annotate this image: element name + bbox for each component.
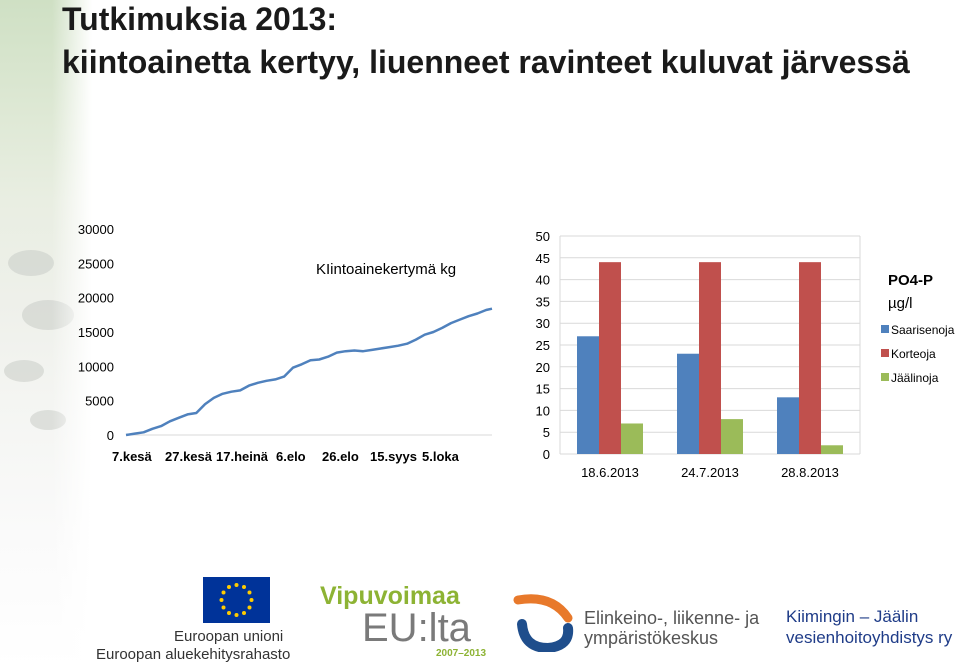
x-tick-label: 17.heinä bbox=[216, 449, 269, 464]
vipu-years: 2007–2013 bbox=[436, 648, 487, 659]
y-tick-label: 35 bbox=[536, 294, 550, 309]
x-tick-label: 15.syys bbox=[370, 449, 417, 464]
x-category-label: 18.6.2013 bbox=[581, 465, 639, 480]
legend-label: Korteoja bbox=[891, 347, 936, 361]
eu-star-icon bbox=[221, 590, 226, 595]
legend-swatch bbox=[881, 349, 889, 357]
y-tick-label: 5000 bbox=[85, 394, 114, 409]
y-tick-label: 40 bbox=[536, 273, 550, 288]
eu-flag bbox=[203, 577, 270, 623]
eu-star-icon bbox=[227, 610, 231, 615]
y-tick-label: 25 bbox=[536, 338, 550, 353]
bar-korteoja bbox=[799, 262, 821, 454]
bar-korteoja bbox=[599, 262, 621, 454]
river-photo bbox=[0, 0, 92, 667]
eu-text-line2: Euroopan aluekehitysrahasto bbox=[96, 646, 291, 663]
y-tick-label: 0 bbox=[543, 447, 550, 462]
bar-chart-unit: µg/l bbox=[888, 295, 913, 312]
eu-star-icon bbox=[221, 605, 226, 610]
sediment-accumulation-chart: 0 5000 10000 15000 20000 25000 30000 KIintoain… bbox=[78, 222, 493, 464]
bar-jäälinoja bbox=[621, 423, 643, 454]
eu-star-icon bbox=[247, 590, 252, 595]
y-tick-label: 20000 bbox=[78, 291, 114, 306]
accumulation-line bbox=[125, 307, 493, 437]
y-tick-label: 30 bbox=[536, 316, 550, 331]
po4-bar-chart: 0 5 10 15 20 25 30 35 40 45 50 18.6.2013 24.7.2013 2… bbox=[536, 229, 955, 480]
eu-star-icon bbox=[247, 605, 252, 610]
eu-star-icon bbox=[242, 585, 246, 590]
bar-chart-title: PO4-P bbox=[888, 272, 933, 289]
legend-swatch bbox=[881, 325, 889, 333]
y-tick-label: 20 bbox=[536, 360, 550, 375]
kiiminki-association-line1: Kiimingin – Jäälin bbox=[786, 607, 919, 626]
eu-star-icon bbox=[249, 598, 254, 602]
y-tick-label: 15 bbox=[536, 382, 550, 397]
kiiminki-association-line2: vesienhoitoyhdistys ry bbox=[786, 628, 953, 647]
x-tick-label: 26.elo bbox=[322, 449, 359, 464]
x-tick-label: 5.loka bbox=[422, 449, 460, 464]
legend-swatch bbox=[881, 373, 889, 381]
line-chart-title: KIintoainekertymä kg bbox=[316, 261, 456, 278]
ely-logo-icon bbox=[513, 594, 574, 652]
vipuvoimaa-text: Vipuvoimaa bbox=[320, 582, 460, 610]
slide-title: Tutkimuksia 2013: bbox=[62, 1, 338, 37]
y-tick-label: 50 bbox=[536, 229, 550, 244]
eu-star-icon bbox=[234, 583, 239, 587]
legend-label: Jäälinoja bbox=[891, 371, 939, 385]
y-tick-label: 45 bbox=[536, 251, 550, 266]
y-tick-label: 5 bbox=[543, 425, 550, 440]
legend: Saarisenoja Korteoja Jäälinoja bbox=[881, 323, 955, 385]
eu-star-icon bbox=[242, 610, 246, 615]
bar-saarisenoja bbox=[677, 353, 699, 454]
eu-star-icon bbox=[234, 613, 239, 617]
bar-saarisenoja bbox=[777, 397, 799, 454]
ely-text-line1: Elinkeino-, liikenne- ja bbox=[584, 608, 760, 628]
ely-logo-blue-swirl bbox=[517, 619, 574, 652]
eu-star-icon bbox=[227, 585, 231, 590]
ely-text-line2: ympäristökeskus bbox=[584, 628, 719, 648]
bar-jäälinoja bbox=[821, 445, 843, 454]
x-category-label: 28.8.2013 bbox=[781, 465, 839, 480]
x-tick-label: 27.kesä bbox=[165, 449, 213, 464]
eu-star-icon bbox=[219, 598, 224, 602]
x-category-label: 24.7.2013 bbox=[681, 465, 739, 480]
ely-logo-orange-arc bbox=[513, 594, 573, 623]
bar-korteoja bbox=[699, 262, 721, 454]
x-tick-label: 6.elo bbox=[276, 449, 306, 464]
slide-subtitle: kiintoainetta kertyy, liuenneet ravintee… bbox=[62, 44, 910, 80]
eu-text-line1: Euroopan unioni bbox=[174, 628, 284, 645]
bar-jäälinoja bbox=[721, 419, 743, 454]
x-tick-label: 7.kesä bbox=[112, 449, 153, 464]
y-tick-label: 15000 bbox=[78, 325, 114, 340]
y-tick-label: 25000 bbox=[78, 256, 114, 271]
eu-lta-text: EU:lta bbox=[362, 606, 471, 650]
legend-label: Saarisenoja bbox=[891, 323, 955, 337]
y-tick-label: 10 bbox=[536, 403, 550, 418]
y-tick-label: 30000 bbox=[78, 222, 114, 237]
y-tick-label: 10000 bbox=[78, 359, 114, 374]
y-tick-label: 0 bbox=[107, 428, 114, 443]
bar-saarisenoja bbox=[577, 336, 599, 454]
